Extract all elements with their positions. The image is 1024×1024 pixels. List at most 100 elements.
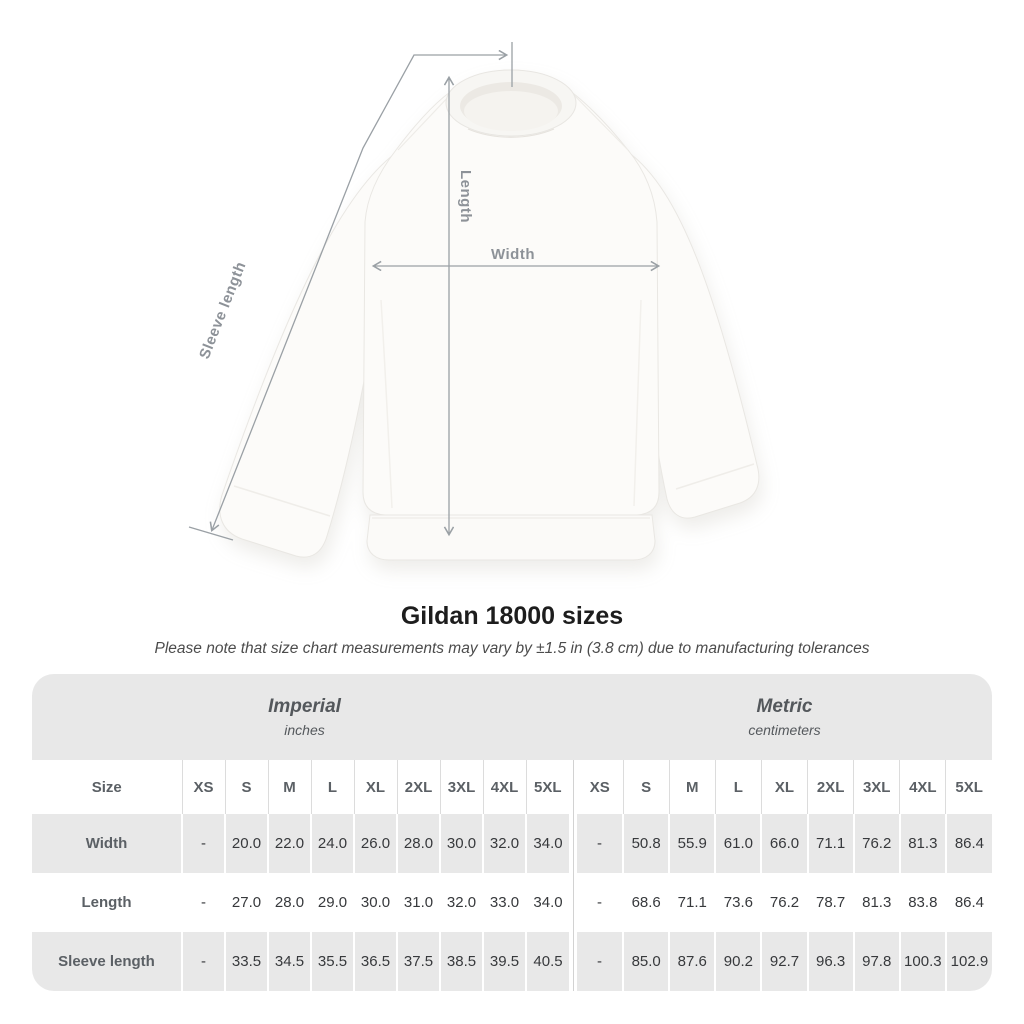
table-row-sleeve-length: Sleeve length - 33.5 34.5 35.5 36.5 37.5…	[32, 932, 992, 991]
cell: 31.0	[396, 873, 440, 932]
half-divider	[569, 814, 577, 873]
cell: 68.6	[622, 873, 670, 932]
cell: 27.0	[224, 873, 268, 932]
cell: -	[181, 873, 225, 932]
cell: -	[181, 814, 225, 873]
cell: 28.0	[396, 814, 440, 873]
size-col: 2XL	[807, 760, 854, 814]
half-divider	[569, 932, 577, 991]
cell: -	[597, 953, 603, 970]
size-chart-card: Imperial inches Metric centimeters Size …	[32, 674, 992, 991]
size-col: XS	[181, 760, 225, 814]
cell: 61.0	[714, 814, 762, 873]
size-col: 5XL	[945, 760, 992, 814]
size-col: S	[224, 760, 268, 814]
cell: 36.5	[353, 932, 397, 991]
cell: 86.4	[944, 873, 992, 932]
cell: 83.8	[898, 873, 946, 932]
cell: 24.0	[310, 814, 354, 873]
size-col: 4XL	[482, 760, 526, 814]
cell: -	[181, 932, 225, 991]
metric-title: Metric	[756, 696, 813, 717]
sweatshirt-photo	[219, 69, 760, 561]
cell: 97.8	[852, 932, 900, 991]
row-label: Sleeve length	[58, 953, 155, 970]
cell: 30.0	[353, 873, 397, 932]
cell: 20.0	[224, 814, 268, 873]
table-row-width: Width - 20.0 22.0 24.0 26.0 28.0 30.0 32…	[32, 814, 992, 873]
size-header: Size	[91, 778, 122, 796]
cell: 81.3	[898, 814, 946, 873]
row-label: Length	[81, 894, 132, 911]
imperial-header: Imperial inches	[32, 674, 577, 760]
cell: 86.4	[944, 814, 992, 873]
tolerance-note: Please note that size chart measurements…	[154, 640, 870, 657]
cell: 76.2	[852, 814, 900, 873]
cell: 32.0	[439, 873, 483, 932]
cell: 34.0	[525, 814, 569, 873]
table-header-row: Size XS S M L XL 2XL 3XL 4XL 5XL XS S M …	[32, 760, 992, 814]
size-col: XS	[589, 778, 610, 796]
sweatshirt-diagram-svg: Length Width Sleeve length	[188, 42, 760, 561]
page-title: Gildan 18000 sizes	[400, 602, 624, 630]
sleeve-length-label: Sleeve length	[196, 259, 250, 361]
cell: 33.5	[224, 932, 268, 991]
cell: 92.7	[760, 932, 808, 991]
cell: 34.0	[525, 873, 569, 932]
cell: 71.1	[806, 814, 854, 873]
cell: 78.7	[806, 873, 854, 932]
cuff-tick	[188, 526, 234, 541]
cell: 87.6	[668, 932, 716, 991]
measurement-annotations	[188, 42, 658, 541]
size-col: XL	[760, 760, 808, 814]
cell: 73.6	[714, 873, 762, 932]
cell: 28.0	[267, 873, 311, 932]
cell: 96.3	[806, 932, 854, 991]
cell: 76.2	[760, 873, 808, 932]
size-table: Size XS S M L XL 2XL 3XL 4XL 5XL XS S M …	[32, 760, 992, 991]
cell: 32.0	[482, 814, 526, 873]
cell: 40.5	[525, 932, 569, 991]
cell: 55.9	[668, 814, 716, 873]
cell: 81.3	[852, 873, 900, 932]
size-col: 2XL	[396, 760, 440, 814]
half-divider	[569, 760, 577, 814]
cell: 30.0	[439, 814, 483, 873]
length-label: Length	[457, 170, 474, 223]
half-divider	[569, 873, 577, 932]
size-col: L	[714, 760, 762, 814]
size-col: 4XL	[899, 760, 946, 814]
imperial-title: Imperial	[268, 696, 341, 717]
cell: 38.5	[439, 932, 483, 991]
cell: 100.3	[898, 932, 946, 991]
cell: 66.0	[760, 814, 808, 873]
cell: 34.5	[267, 932, 311, 991]
size-col: 5XL	[525, 760, 569, 814]
cell: 26.0	[353, 814, 397, 873]
table-row-length: Length - 27.0 28.0 29.0 30.0 31.0 32.0 3…	[32, 873, 992, 932]
size-col: 3XL	[439, 760, 483, 814]
metric-unit: centimeters	[748, 722, 821, 738]
size-col: M	[267, 760, 311, 814]
size-col: S	[622, 760, 670, 814]
cell: 35.5	[310, 932, 354, 991]
size-col: L	[310, 760, 354, 814]
imperial-unit: inches	[284, 722, 325, 738]
size-col: 3XL	[853, 760, 900, 814]
cell: 33.0	[482, 873, 526, 932]
cell: 39.5	[482, 932, 526, 991]
product-measurement-diagram: Length Width Sleeve length	[188, 42, 760, 561]
unit-header-band: Imperial inches Metric centimeters	[32, 674, 992, 760]
cell: 37.5	[396, 932, 440, 991]
cell: 22.0	[267, 814, 311, 873]
metric-header: Metric centimeters	[577, 674, 992, 760]
cell: 71.1	[668, 873, 716, 932]
width-label: Width	[491, 246, 535, 263]
row-label: Width	[85, 835, 128, 852]
sleeve-length-arrow	[212, 55, 506, 530]
cell: -	[597, 835, 603, 852]
cell: 85.0	[622, 932, 670, 991]
cell: 50.8	[622, 814, 670, 873]
cell: 102.9	[944, 932, 992, 991]
cell: -	[597, 894, 603, 911]
